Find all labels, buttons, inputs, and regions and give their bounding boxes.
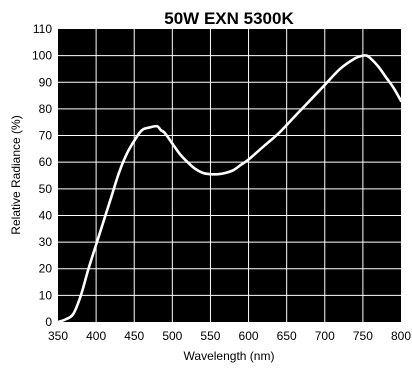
x-tick-label: 800 <box>391 329 411 343</box>
y-tick-label: 90 <box>39 75 53 89</box>
y-axis-ticks: 0 10 20 30 40 50 60 70 80 90 100 110 <box>32 22 52 329</box>
y-axis-label: Relative Radiance (%) <box>9 115 23 234</box>
y-tick-label: 0 <box>45 315 52 329</box>
y-tick-label: 80 <box>39 102 53 116</box>
x-tick-label: 400 <box>86 329 106 343</box>
grid-lines <box>58 29 401 322</box>
y-tick-label: 70 <box>39 129 53 143</box>
y-tick-label: 20 <box>39 262 53 276</box>
series-line <box>56 54 403 324</box>
y-tick-label: 10 <box>39 288 53 302</box>
plot-area <box>58 29 401 322</box>
y-tick-label: 40 <box>39 208 53 222</box>
chart-title: 50W EXN 5300K <box>164 9 294 28</box>
x-tick-label: 500 <box>162 329 182 343</box>
x-axis-label: Wavelength (nm) <box>184 349 275 363</box>
x-axis-ticks: 350 400 450 500 550 600 650 700 750 800 <box>48 329 411 343</box>
x-tick-label: 650 <box>277 329 297 343</box>
y-tick-label: 30 <box>39 235 53 249</box>
x-tick-label: 700 <box>315 329 335 343</box>
x-tick-label: 600 <box>239 329 259 343</box>
y-tick-label: 50 <box>39 182 53 196</box>
x-tick-label: 350 <box>48 329 68 343</box>
y-tick-label: 100 <box>32 49 52 63</box>
x-tick-label: 750 <box>353 329 373 343</box>
y-tick-label: 110 <box>33 22 52 36</box>
x-tick-label: 550 <box>200 329 220 343</box>
x-tick-label: 450 <box>124 329 144 343</box>
y-tick-label: 60 <box>39 155 53 169</box>
